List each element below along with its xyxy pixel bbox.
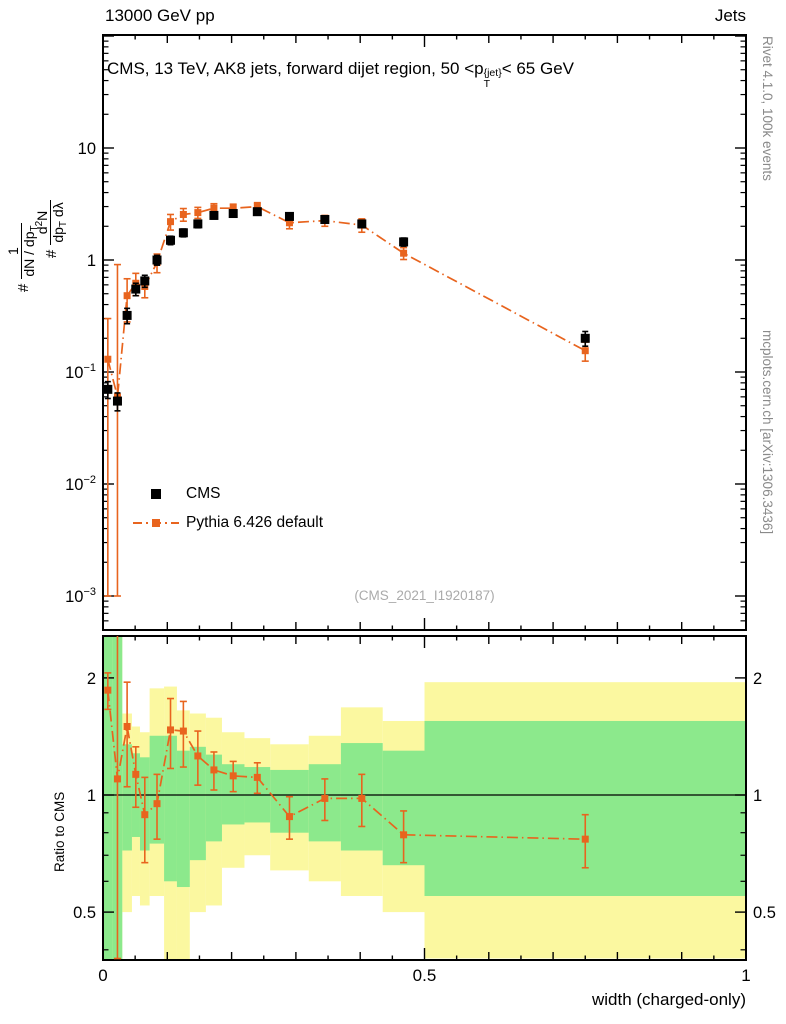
plot-title-pre: CMS, 13 TeV, AK8 jets, forward dijet reg… [107, 59, 484, 78]
pythia-main-series [104, 201, 589, 597]
svg-text:0.5: 0.5 [73, 904, 96, 922]
svg-text:1: 1 [753, 787, 762, 805]
svg-text:1: 1 [741, 966, 750, 985]
svg-text:2: 2 [753, 670, 762, 688]
svg-text:0.5: 0.5 [753, 904, 776, 922]
svg-text:1: 1 [87, 252, 96, 270]
svg-text:1: 1 [87, 787, 96, 805]
y-axis-label-line1: # 1 dN / dpT [5, 36, 41, 292]
plot-title-post: < 65 GeV [501, 59, 575, 78]
analysis-id-watermark: (CMS_2021_I1920187) [354, 588, 495, 603]
svg-text:10−1: 10−1 [65, 362, 96, 382]
hash-symbol: # [14, 283, 32, 292]
analysis-group-label: Jets [714, 6, 746, 25]
cms-marker-icon [133, 488, 179, 499]
legend-label-cms: CMS [186, 484, 221, 502]
ratio-axis-label: Ratio to CMS [52, 791, 67, 872]
pythia-ratio-series [104, 636, 589, 960]
svg-text:10: 10 [78, 140, 96, 158]
legend-item-pythia: Pythia 6.426 default [133, 508, 323, 537]
pt-jet-stack: {jet} T [483, 67, 502, 91]
plot-title-sup: {jet} [483, 67, 502, 79]
y-axis-label-line2: # d2N dpT dλ [34, 30, 70, 258]
svg-text:10−2: 10−2 [65, 474, 96, 494]
hash-symbol: # [43, 249, 61, 258]
main-axes: 10 1 10−1 10−2 10−3 [65, 34, 747, 631]
svg-text:10−3: 10−3 [65, 586, 96, 606]
beam-energy-label: 13000 GeV pp [105, 6, 215, 25]
ratio-axes: 2 2 1 1 0.5 0.5 0 0.5 1 [73, 635, 776, 985]
y-label-fraction-2: d2N dpT dλ [34, 200, 70, 245]
legend-item-cms: CMS [133, 479, 323, 508]
plot-title: CMS, 13 TeV, AK8 jets, forward dijet reg… [107, 59, 575, 91]
legend: CMS Pythia 6.426 default [133, 479, 323, 537]
plot-title-sub: T [483, 78, 491, 91]
legend-label-pythia: Pythia 6.426 default [186, 513, 324, 531]
x-axis-label: width (charged-only) [591, 990, 746, 1009]
cms-main-series [103, 207, 590, 412]
mcplots-credit-label: mcplots.cern.ch [arXiv:1306.3436] [760, 330, 775, 535]
rivet-version-label: Rivet 4.1.0, 100k events [760, 36, 775, 181]
svg-text:0: 0 [98, 966, 107, 985]
svg-text:0.5: 0.5 [413, 966, 437, 985]
pythia-marker-icon [133, 518, 179, 527]
ratio-bands [103, 636, 746, 960]
svg-text:2: 2 [87, 670, 96, 688]
